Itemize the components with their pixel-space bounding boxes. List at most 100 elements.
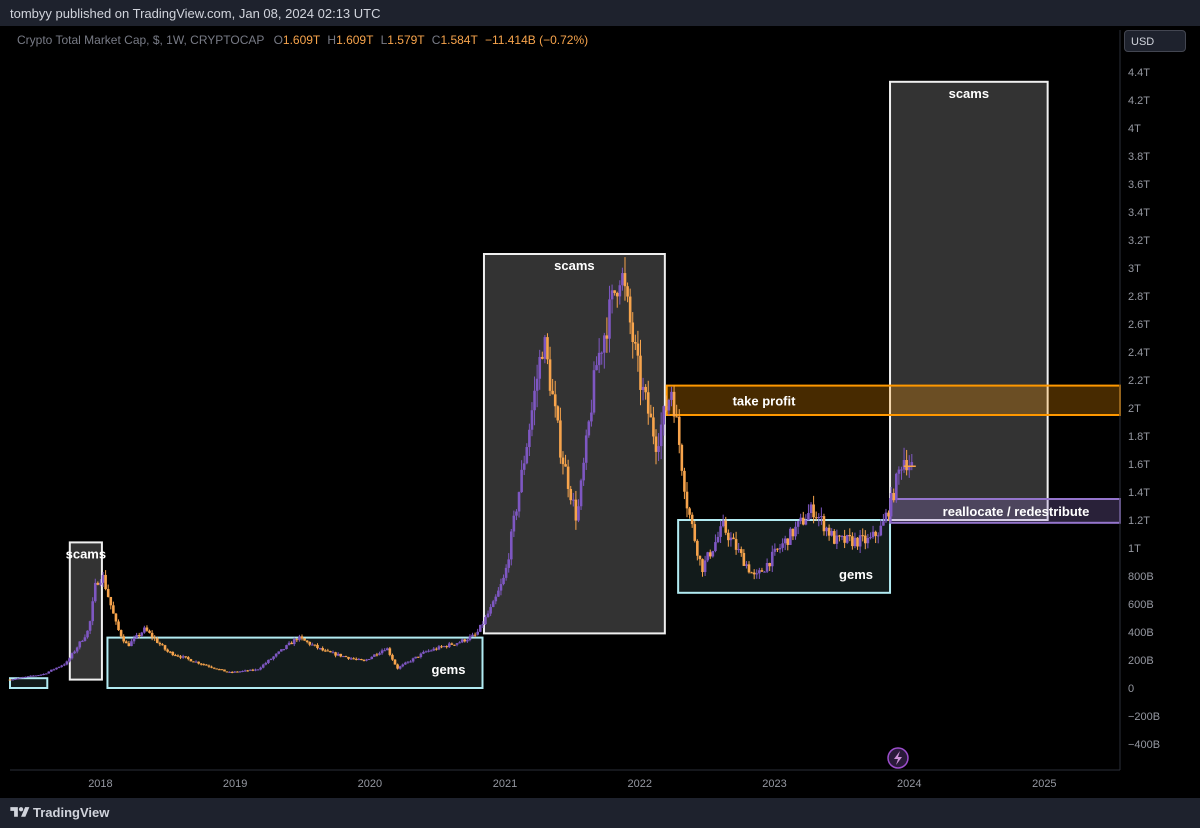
annotation-box-scams[interactable] xyxy=(889,80,1049,522)
candle xyxy=(321,646,324,652)
candle xyxy=(220,669,224,671)
candle xyxy=(442,645,446,648)
candle xyxy=(215,668,219,670)
candle xyxy=(427,649,430,653)
candle xyxy=(331,650,335,654)
currency-selector[interactable]: USD xyxy=(1124,30,1186,52)
candle xyxy=(416,656,420,658)
candle xyxy=(453,644,456,646)
candle xyxy=(393,659,397,665)
close-label: C xyxy=(431,33,441,47)
candle xyxy=(277,651,281,655)
annotation-label: scams xyxy=(554,258,594,273)
candle xyxy=(701,558,704,577)
x-tick-label: 2019 xyxy=(223,778,247,790)
candle xyxy=(55,667,58,670)
y-tick-label: 1.2T xyxy=(1128,515,1150,527)
candle xyxy=(509,528,513,566)
candle xyxy=(613,290,616,296)
annotation-box-gems[interactable] xyxy=(677,519,892,594)
candle xyxy=(905,449,908,476)
annotation-label: scams xyxy=(949,86,989,101)
candle xyxy=(197,661,200,665)
low-label: L xyxy=(380,33,388,47)
candle xyxy=(626,282,629,303)
candle xyxy=(603,332,606,369)
candle xyxy=(207,664,211,668)
candle xyxy=(528,423,531,456)
candle xyxy=(758,567,761,579)
candle xyxy=(856,537,859,550)
annotation-box-scams[interactable] xyxy=(68,541,103,681)
annotation-label: reallocate / redestribute xyxy=(943,504,1090,519)
candle xyxy=(272,656,275,661)
candle xyxy=(135,632,138,640)
candle xyxy=(114,612,118,625)
candle xyxy=(876,532,880,544)
candle xyxy=(879,519,883,537)
annotation-label: gems xyxy=(839,567,873,582)
candle xyxy=(73,650,76,654)
candle xyxy=(181,654,185,659)
candle xyxy=(840,534,844,541)
candle xyxy=(610,284,614,314)
candle xyxy=(566,459,570,498)
flash-icon[interactable] xyxy=(887,747,909,769)
tradingview-logo-icon xyxy=(10,807,30,817)
candle xyxy=(280,649,283,652)
candle xyxy=(502,574,505,586)
candle xyxy=(404,661,407,665)
candle xyxy=(357,657,361,661)
candle xyxy=(42,673,45,676)
candle xyxy=(83,634,87,642)
annotation-box-gems[interactable] xyxy=(106,636,484,689)
candle xyxy=(290,641,293,645)
candle xyxy=(716,531,720,544)
candle xyxy=(796,520,800,535)
candle xyxy=(378,651,381,656)
y-tick-label: 800B xyxy=(1128,571,1154,583)
candle xyxy=(370,656,374,660)
candle xyxy=(530,402,534,437)
y-tick-label: 1T xyxy=(1128,543,1141,555)
candle xyxy=(424,650,428,653)
candle xyxy=(768,562,771,572)
candle xyxy=(246,669,250,672)
candle xyxy=(411,657,415,663)
candle xyxy=(820,507,823,525)
candle xyxy=(711,550,715,558)
candle xyxy=(117,619,120,631)
candle xyxy=(900,466,903,480)
publish-header: tombyy published on TradingView.com, Jan… xyxy=(0,0,1200,26)
candle xyxy=(104,570,107,591)
annotation-label: gems xyxy=(432,662,466,677)
x-tick-label: 2018 xyxy=(88,778,112,790)
candle xyxy=(463,638,467,643)
y-tick-label: −200B xyxy=(1128,711,1160,723)
candle xyxy=(210,665,213,669)
annotation-box-scams[interactable] xyxy=(482,253,666,635)
candle xyxy=(889,486,893,523)
candle xyxy=(825,526,828,537)
candle xyxy=(902,447,906,473)
candle xyxy=(194,660,198,663)
candle xyxy=(256,669,260,671)
candle xyxy=(863,530,867,550)
candle xyxy=(29,675,32,677)
y-tick-label: −400B xyxy=(1128,739,1160,751)
candle xyxy=(621,267,624,291)
candle xyxy=(75,646,79,654)
candle xyxy=(440,645,443,649)
candle xyxy=(24,676,27,678)
candle xyxy=(21,676,25,679)
candle xyxy=(574,490,578,530)
annotation-box-unlabeled[interactable] xyxy=(9,677,49,690)
candle xyxy=(507,553,511,573)
candle xyxy=(326,648,330,652)
y-tick-label: 3.2T xyxy=(1128,235,1150,247)
candle xyxy=(497,587,500,597)
y-tick-label: 1.6T xyxy=(1128,459,1150,471)
candle xyxy=(884,508,888,523)
candle xyxy=(388,646,392,657)
